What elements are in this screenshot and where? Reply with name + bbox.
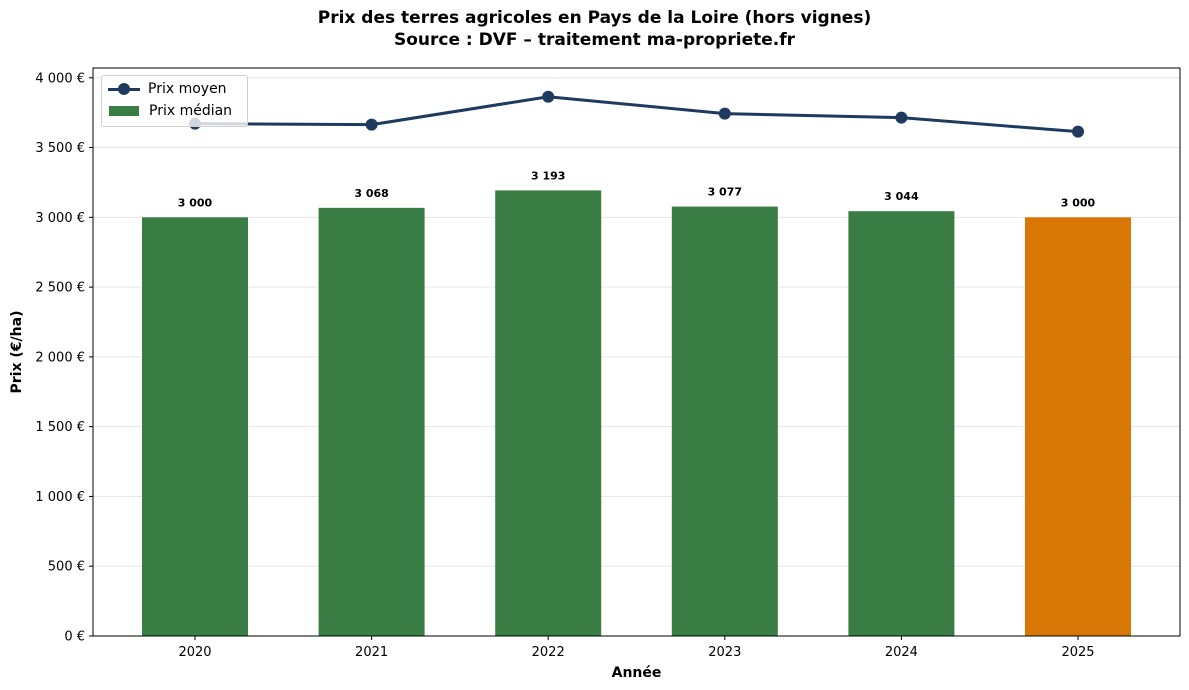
x-axis-label: Année <box>612 665 662 681</box>
x-tick-label: 2023 <box>708 645 741 660</box>
bar-value-label: 3 000 <box>178 196 213 209</box>
legend-label-median: Prix médian <box>149 103 233 119</box>
legend: Prix moyen Prix médian <box>101 75 248 127</box>
y-tick-label: 3 000 € <box>35 211 85 226</box>
y-tick-label: 1 500 € <box>35 420 85 435</box>
x-tick-label: 2024 <box>885 645 918 660</box>
bar-value-label: 3 000 <box>1061 196 1096 209</box>
bar-median-2020 <box>142 217 248 636</box>
y-tick-label: 500 € <box>48 560 85 575</box>
x-tick-label: 2022 <box>532 645 565 660</box>
mean-price-line <box>194 95 1079 134</box>
y-axis-label: Prix (€/ha) <box>9 311 25 394</box>
bar-value-label: 3 193 <box>531 169 565 182</box>
legend-item-mean: Prix moyen <box>108 79 227 99</box>
chart-title-line1: Prix des terres agricoles en Pays de la … <box>317 8 872 28</box>
bar-median-2022 <box>495 190 602 636</box>
plot-frame <box>92 67 1181 637</box>
y-tick-label: 3 500 € <box>35 141 85 156</box>
mean-price-marker <box>542 90 555 103</box>
x-tick-label: 2021 <box>355 645 388 660</box>
chart-title-line2: Source : DVF – traitement ma-propriete.f… <box>393 30 795 50</box>
legend-item-median: Prix médian <box>108 101 232 121</box>
y-tick-label: 4 000 € <box>35 71 85 86</box>
bar-median-2024 <box>848 211 955 637</box>
mean-price-marker <box>718 107 731 120</box>
bar-median-2021 <box>318 207 425 636</box>
y-tick-label: 2 500 € <box>35 281 85 296</box>
mean-price-marker <box>895 111 908 124</box>
x-tick-label: 2025 <box>1061 645 1094 660</box>
y-tick-label: 2 000 € <box>35 350 85 365</box>
line-marker-icon <box>108 79 140 99</box>
mean-price-marker <box>365 118 378 131</box>
bar-median-2023 <box>671 206 778 636</box>
bar-median-2025 <box>1025 217 1131 636</box>
y-tick-label: 1 000 € <box>35 490 85 505</box>
bar-value-label: 3 044 <box>884 190 919 203</box>
x-tick-label: 2020 <box>178 645 211 660</box>
legend-label-mean: Prix moyen <box>148 81 227 97</box>
bar-value-label: 3 077 <box>708 186 742 199</box>
y-tick-label: 0 € <box>64 630 85 645</box>
mean-price-marker <box>1072 125 1084 138</box>
bar-swatch-icon <box>109 106 139 116</box>
bar-value-label: 3 068 <box>354 187 388 200</box>
